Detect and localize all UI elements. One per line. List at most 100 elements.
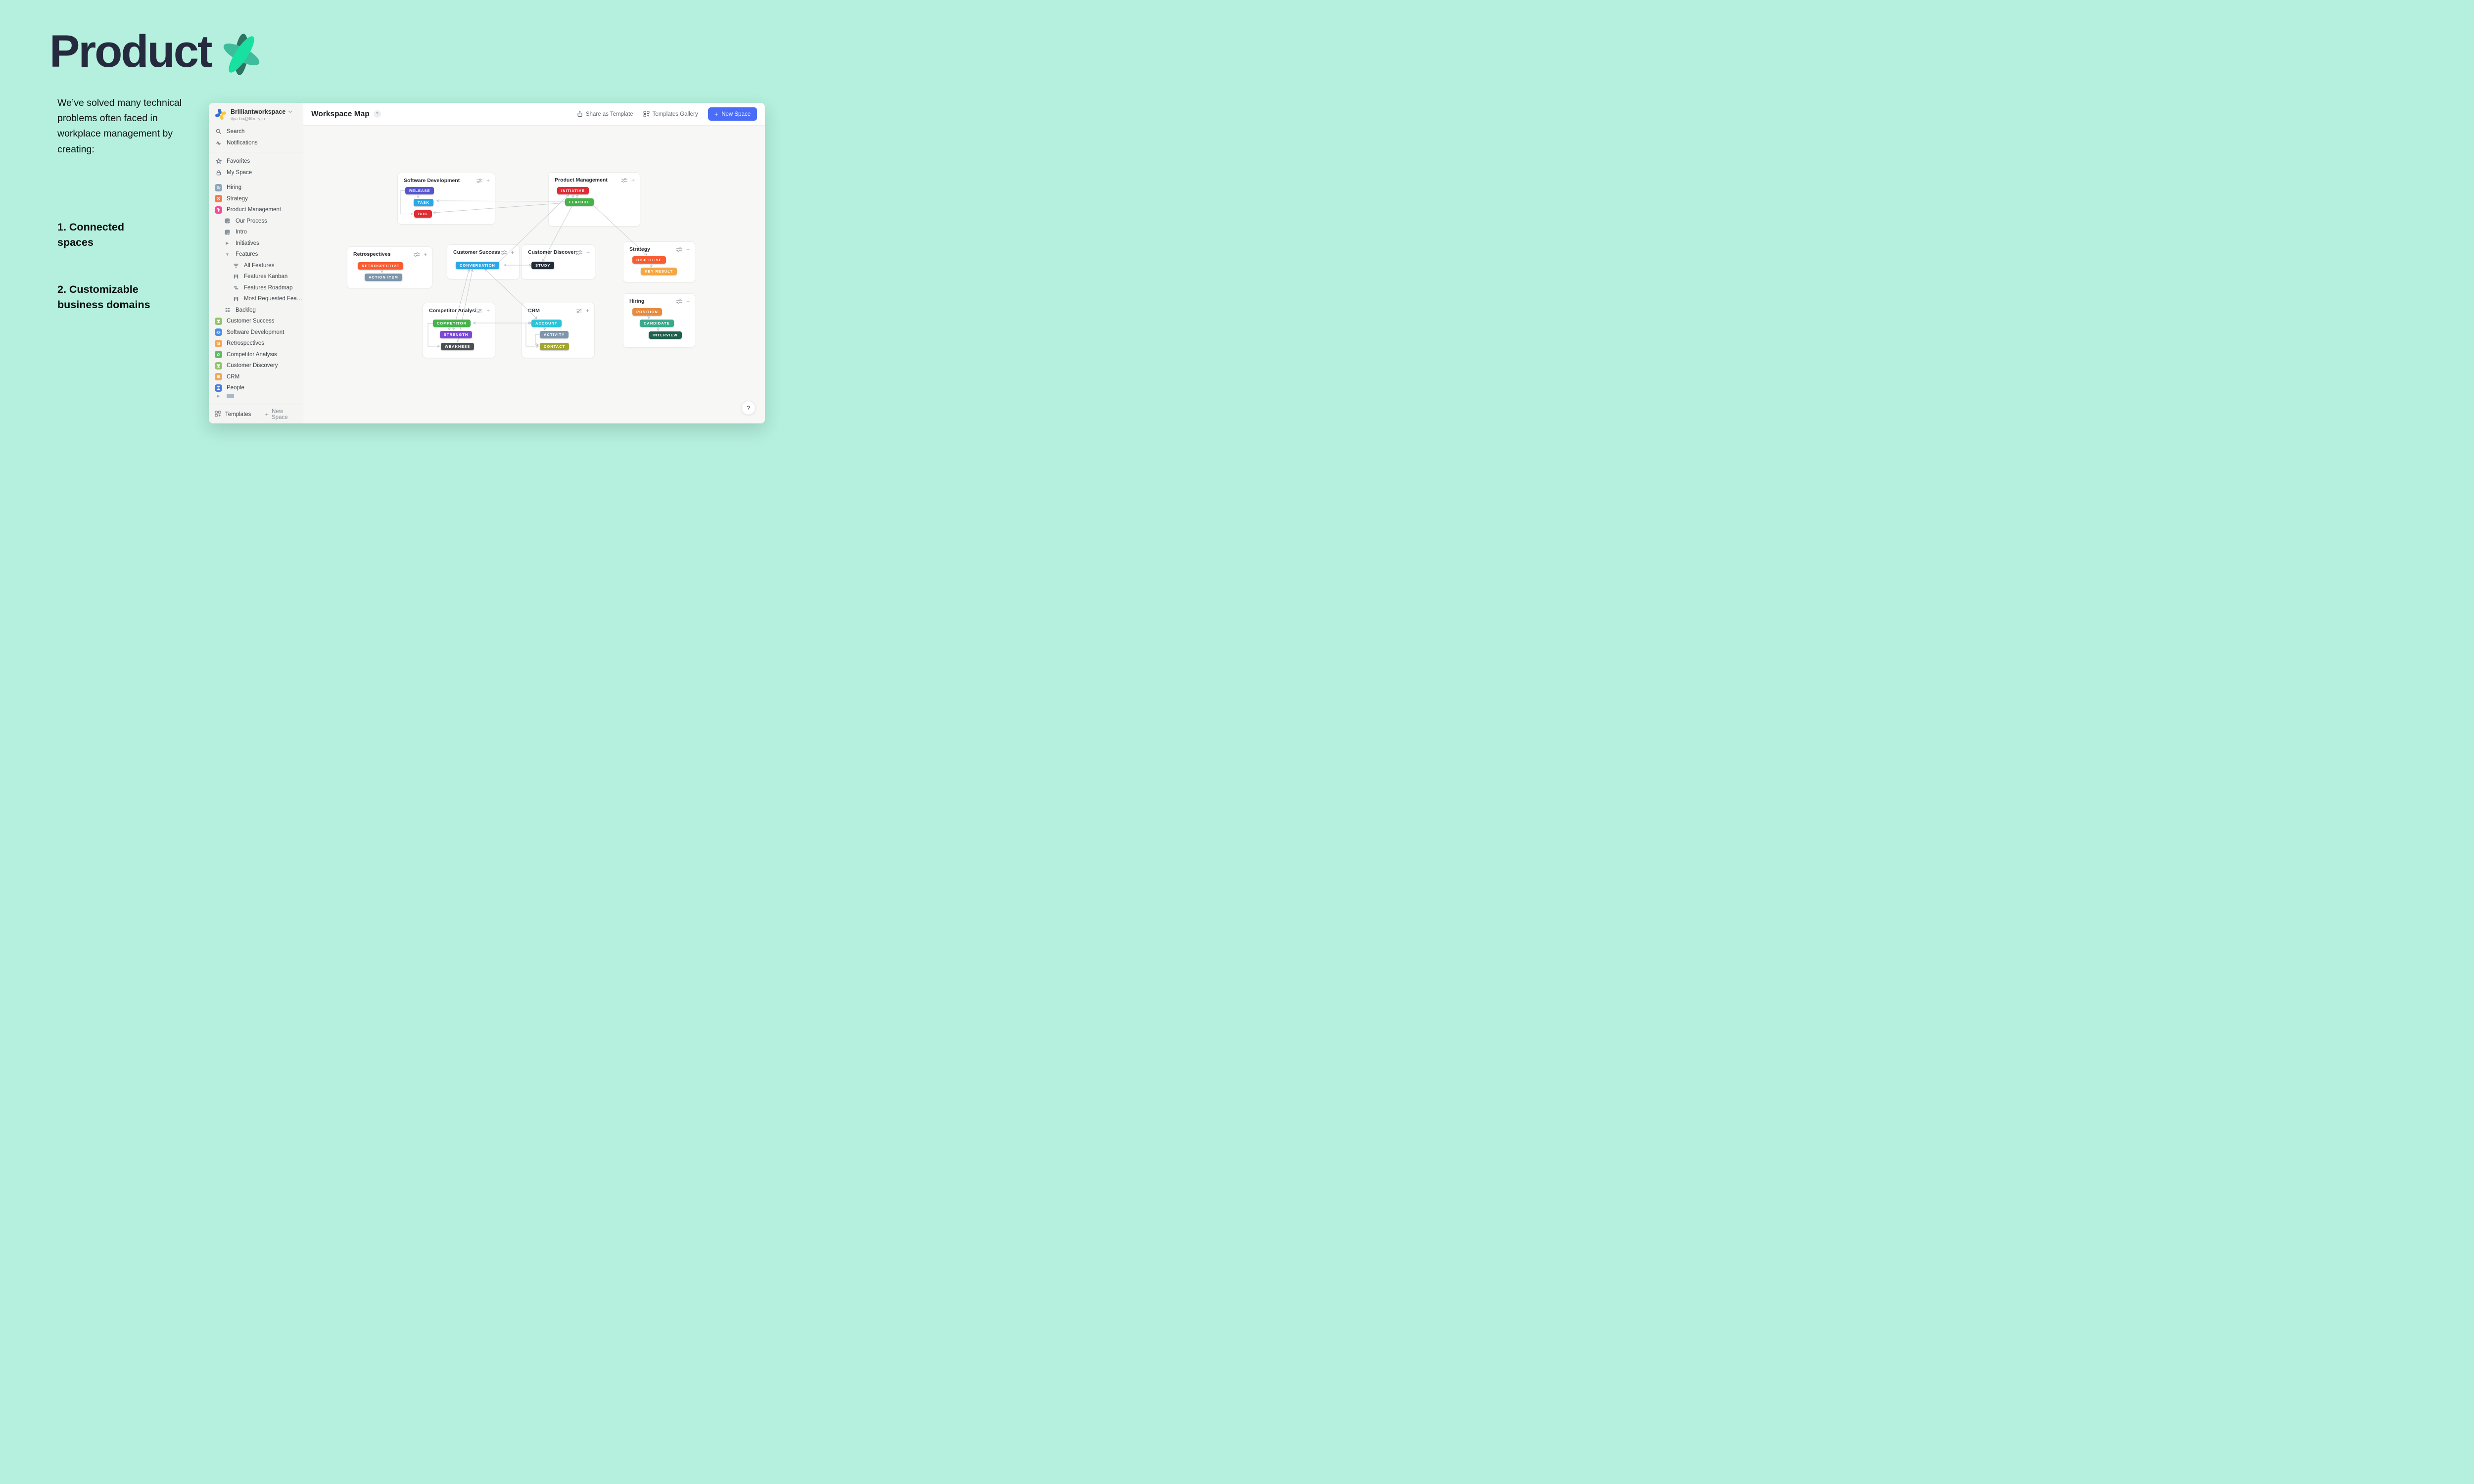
customer-discovery-space-icon [215,362,222,370]
add-entity-icon[interactable]: + [586,249,590,256]
workspace-map-canvas[interactable]: Software Development + Product Managemen… [303,126,765,423]
sidebar: Brilliantworkspace ilya.bu@fibery.io Sea… [209,103,303,423]
filter-icon[interactable] [476,178,482,183]
filter-icon[interactable] [576,250,582,255]
sidebar-item-label: Most Requested Fea… [244,296,303,302]
pill-study[interactable]: STUDY [531,262,555,269]
sidebar-item-favorites[interactable]: Favorites [209,156,303,167]
share-icon [577,111,582,117]
chevron-down-icon: ▼ [225,252,230,257]
pill-contact[interactable]: CONTACT [540,343,570,350]
pill-task[interactable]: TASK [414,199,433,206]
pill-action-item[interactable]: ACTION ITEM [365,274,402,281]
filter-icon[interactable] [575,308,582,313]
pill-interview[interactable]: INTERVIEW [649,331,682,339]
sidebar-item-retrospectives[interactable]: Retrospectives [209,338,303,349]
card-title: Hiring [629,298,645,304]
pill-account[interactable]: ACCOUNT [531,320,562,327]
sidebar-item-strategy[interactable]: Strategy [209,193,303,205]
sidebar-item-label: Intro [236,229,247,235]
main-panel: Workspace Map ? Share as Template Templa… [303,103,765,423]
sidebar-item-label: Our Process [236,218,267,224]
sidebar-item-features-kanban[interactable]: Features Kanban [209,271,303,282]
sidebar-item-customer-discovery[interactable]: Customer Discovery [209,360,303,371]
filter-icon[interactable] [676,247,682,252]
filter-icon[interactable] [476,308,482,313]
filter-icon[interactable] [413,252,420,257]
sidebar-item-my-space[interactable]: My Space [209,167,303,179]
add-entity-icon[interactable]: + [686,298,690,305]
sidebar-item-initiatives[interactable]: ▶ Initiatives [209,238,303,249]
add-entity-icon[interactable]: + [486,307,490,314]
templates-button[interactable]: Templates [225,411,251,417]
sidebar-item-crm[interactable]: CRM [209,371,303,383]
pill-competitor[interactable]: COMPETITOR [433,320,471,327]
sidebar-item-label: Software Development [227,329,285,335]
pill-initiative[interactable]: INITIATIVE [557,187,589,194]
pill-conversation[interactable]: CONVERSATION [456,262,499,269]
pill-position[interactable]: POSITION [632,308,662,316]
add-entity-icon[interactable]: + [423,251,427,258]
workspace-switcher[interactable]: Brilliantworkspace ilya.bu@fibery.io [209,103,303,126]
sidebar-item-label: Strategy [227,195,248,202]
sidebar-item-intro[interactable]: Intro [209,227,303,238]
pill-activity[interactable]: ACTIVITY [540,331,569,338]
sidebar-item-search[interactable]: Search [209,126,303,138]
sidebar-item-people[interactable]: People [209,382,303,394]
sidebar-item-hiring[interactable]: Hiring [209,182,303,193]
filter-icon[interactable] [500,250,507,255]
sidebar-item-product-management[interactable]: Product Management [209,204,303,216]
sidebar-item-label: Features [236,251,258,258]
sidebar-item-label: Favorites [227,158,250,165]
pill-key-result[interactable]: KEY RESULT [641,268,677,275]
plus-icon: + [265,411,269,418]
pill-bug[interactable]: BUG [414,210,432,218]
sidebar-item-features[interactable]: ▼ Features [209,249,303,260]
pill-retrospective[interactable]: RETROSPECTIVE [358,262,404,270]
add-entity-icon[interactable]: + [631,177,635,184]
gallery-grid-icon [643,111,650,117]
pill-candidate[interactable]: CANDIDATE [640,320,674,327]
pill-weakness[interactable]: WEAKNESS [441,343,475,350]
sidebar-item-label: People [227,385,244,391]
new-space-button[interactable]: + New Space [708,107,757,121]
help-button[interactable]: ? [741,401,756,415]
share-as-template-button[interactable]: Share as Template [577,111,633,117]
sidebar-item-features-roadmap[interactable]: Features Roadmap [209,282,303,294]
sidebar-item-notifications[interactable]: Notifications [209,138,303,149]
pill-release[interactable]: RELEASE [405,187,434,194]
add-entity-icon[interactable]: + [510,249,514,256]
sidebar-item-most-requested-features[interactable]: Most Requested Fea… [209,293,303,305]
sidebar-item-clipped[interactable]: ▶ [209,393,303,398]
sidebar-item-backlog[interactable]: Backlog [209,305,303,316]
add-entity-icon[interactable]: + [686,246,690,253]
sidebar-item-label: Initiatives [236,240,259,246]
sidebar-item-label: My Space [227,169,252,176]
workspace-avatar [215,108,227,120]
sidebar-item-competitor-analysis[interactable]: Competitor Analysis [209,349,303,361]
customer-success-space-icon [215,317,222,325]
sidebar-item-our-process[interactable]: Our Process [209,216,303,227]
help-badge[interactable]: ? [373,110,381,118]
pill-feature[interactable]: FEATURE [565,198,594,206]
sidebar-item-customer-success[interactable]: Customer Success [209,316,303,327]
notifications-icon [215,140,222,146]
sidebar-item-software-development[interactable]: Software Development [209,327,303,338]
add-entity-icon[interactable]: + [585,307,589,314]
sidebar-new-space-button[interactable]: + New Space [265,408,288,420]
sidebar-item-label: Product Management [227,207,281,213]
pill-strength[interactable]: STRENGTH [440,331,473,338]
filter-icon[interactable] [621,178,627,183]
add-entity-icon[interactable]: + [486,177,490,184]
templates-gallery-button[interactable]: Templates Gallery [643,111,698,117]
sidebar-item-label: Customer Success [227,318,275,325]
pill-objective[interactable]: OBJECTIVE [632,256,666,264]
slide-point-2: 2. Customizable business domains [57,283,150,311]
map-card-software-development[interactable]: Software Development + [397,173,495,225]
map-card-product-management[interactable]: Product Management + [548,172,640,227]
backlog-grid-icon [224,308,231,313]
sidebar-item-all-features[interactable]: All Features [209,260,303,272]
retrospectives-space-icon [215,339,222,347]
filter-icon[interactable] [676,299,682,304]
page-title: Product [49,26,213,77]
